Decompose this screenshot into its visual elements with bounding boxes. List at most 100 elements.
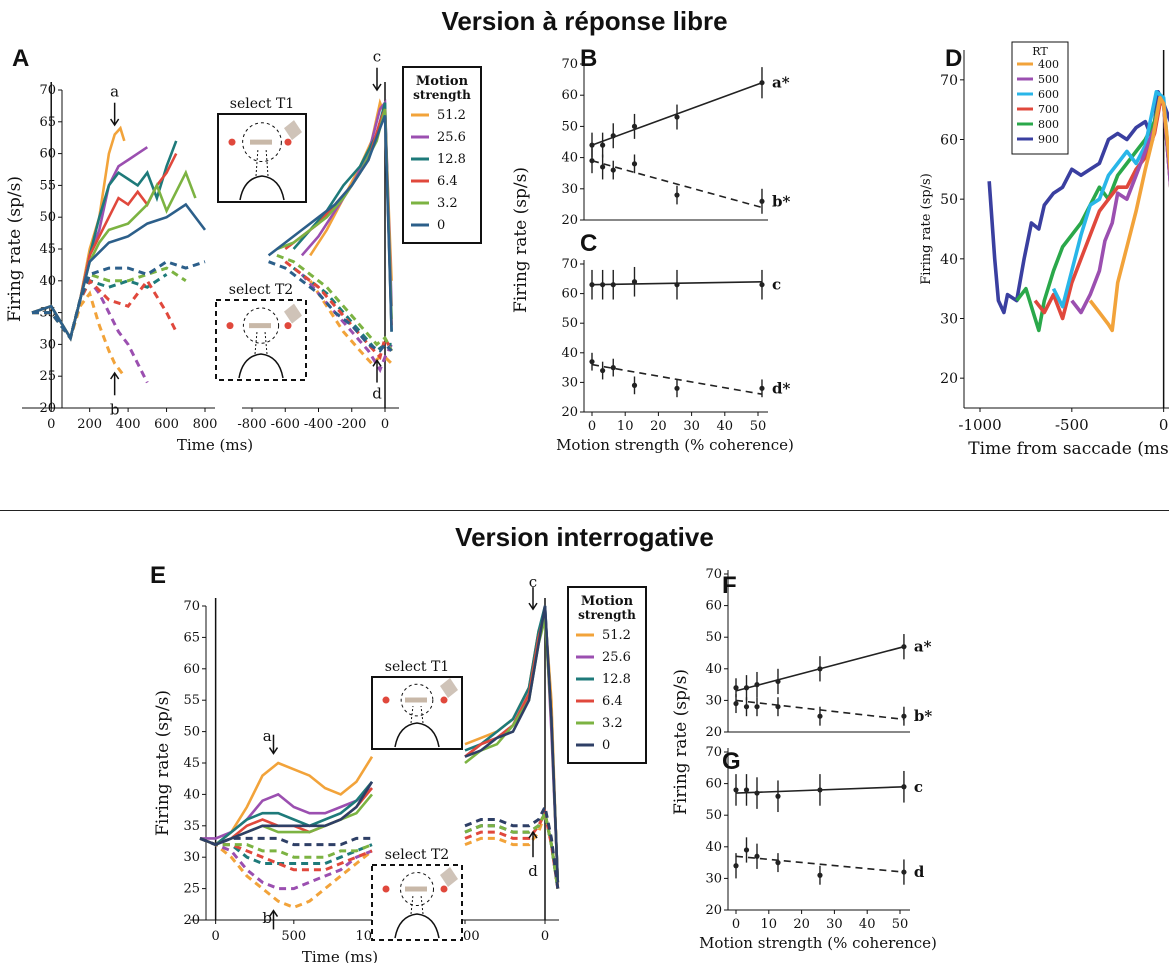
panel-label-d: D	[945, 45, 963, 72]
series-c-label: c	[772, 276, 781, 294]
y-tick-label: 50	[940, 192, 958, 208]
inset-select-t2-label: select T2	[229, 282, 293, 298]
legend-frame	[567, 586, 647, 764]
series-d-star-point	[631, 382, 638, 388]
series-b-star-point	[589, 158, 595, 164]
inset-select-t1-label: select T1	[230, 96, 294, 112]
target-t2	[284, 138, 292, 146]
y-axis-label: Firing rate (sp/s)	[153, 690, 173, 836]
y-tick-label: 30	[561, 182, 578, 197]
legend-title: Motion	[581, 594, 634, 609]
legend-entry: 0	[602, 738, 610, 753]
y-tick-label: 60	[705, 777, 722, 792]
series-b-star-point	[674, 192, 680, 198]
x-axis-label: Motion strength (% coherence)	[699, 934, 937, 952]
monkey-head	[238, 353, 284, 379]
x-tick-label: -200	[337, 417, 366, 432]
x-tick-label: 30	[826, 917, 843, 932]
series-a-star-point	[610, 133, 616, 139]
inset-select-t1: select T1	[217, 96, 307, 203]
series-6_4-t1-saccade	[464, 611, 560, 883]
x-tick-label: 20	[650, 419, 667, 434]
x-axis-label: Time (ms)	[302, 948, 378, 963]
y-tick-label: 70	[940, 73, 958, 89]
marker-d: d	[372, 384, 382, 402]
x-tick-label: 200	[77, 417, 102, 432]
series-a-star-point	[631, 123, 638, 129]
series-d-fit	[735, 855, 904, 873]
panel-label-g: G	[722, 748, 741, 775]
legend-title: strength	[578, 608, 636, 622]
y-tick-label: 70	[39, 83, 56, 98]
x-tick-label: 400	[116, 417, 141, 432]
legend-entry: 0	[437, 218, 445, 233]
gaze-line	[410, 894, 414, 915]
x-axis-label: Motion strength (% coherence)	[556, 436, 794, 454]
series-a-star-label: a*	[914, 638, 932, 656]
marker-b-arrow-head	[110, 371, 120, 380]
series-12_8-t1-saccade	[464, 605, 560, 883]
series-d-point	[817, 872, 823, 878]
y-tick-label: 70	[183, 599, 200, 614]
legend-title: RT	[1032, 45, 1048, 58]
x-tick-label: -800	[237, 417, 266, 432]
x-tick-label: 600	[154, 417, 179, 432]
series-0-t1-saccade	[267, 114, 393, 332]
legend-title: Motion	[416, 74, 469, 89]
gaze-line	[265, 148, 269, 177]
series-a-star-point	[759, 80, 765, 86]
legend-entry: 500	[1038, 73, 1059, 86]
y-axis-label-f-g: Firing rate (sp/s)	[671, 669, 691, 815]
x-tick-label: 20	[793, 917, 810, 932]
chart-d: 20 30 40 50 60 70 -1000 -500 0 Time from saccade …	[919, 41, 1169, 459]
x-tick-label: 50	[750, 419, 767, 434]
y-tick-label: 50	[705, 630, 722, 645]
marker-b: b	[110, 400, 120, 418]
series-rt-800	[1015, 95, 1169, 333]
gaze-line	[410, 705, 414, 724]
series-d-star-label: d*	[772, 379, 790, 397]
series-c-point	[733, 787, 739, 793]
y-tick-label: 30	[561, 375, 578, 390]
series-c-point	[610, 282, 616, 288]
legend-entry: 600	[1038, 88, 1059, 101]
y-tick-label: 55	[183, 693, 200, 708]
legend-entry: 900	[1038, 133, 1059, 146]
y-tick-label: 65	[39, 115, 56, 130]
series-d-point	[901, 869, 907, 875]
marker-d: d	[528, 862, 538, 880]
series-b-star-point	[754, 704, 760, 710]
gaze-line	[420, 894, 424, 915]
series-6_4-t2-saccade	[464, 808, 560, 889]
legend-entry: 3.2	[602, 716, 623, 731]
series-b-star-point	[743, 704, 750, 710]
y-tick-label: 55	[39, 178, 56, 193]
y-tick-label: 40	[561, 346, 578, 361]
motion-aperture	[400, 872, 434, 906]
series-6_4-t2-motion	[32, 278, 178, 342]
y-axis-label: Firing rate (sp/s)	[5, 176, 25, 322]
series-b-star-point	[610, 167, 616, 173]
x-axis-label: Time (ms)	[177, 436, 253, 454]
monkey-head	[394, 913, 440, 939]
series-0-t1-motion	[199, 781, 374, 846]
y-tick-label: 50	[561, 316, 578, 331]
y-tick-label: 70	[705, 745, 722, 760]
legend-entry: 6.4	[602, 694, 623, 709]
x-tick-label: -600	[271, 417, 300, 432]
series-d-point	[754, 853, 760, 859]
series-a-star-point	[589, 142, 595, 148]
marker-d-arrow-head	[372, 358, 382, 367]
series-d-point	[743, 847, 750, 853]
series-d-star-point	[600, 367, 606, 374]
legend-title: strength	[413, 88, 471, 102]
legend-frame	[1011, 41, 1069, 155]
legend-entry: 51.2	[437, 108, 466, 123]
series-b-star-point	[600, 164, 606, 170]
series-rt-600	[1051, 90, 1169, 309]
series-0-t1-saccade	[464, 605, 560, 883]
x-tick-label: 0	[381, 417, 389, 432]
y-tick-label: 45	[39, 242, 56, 257]
